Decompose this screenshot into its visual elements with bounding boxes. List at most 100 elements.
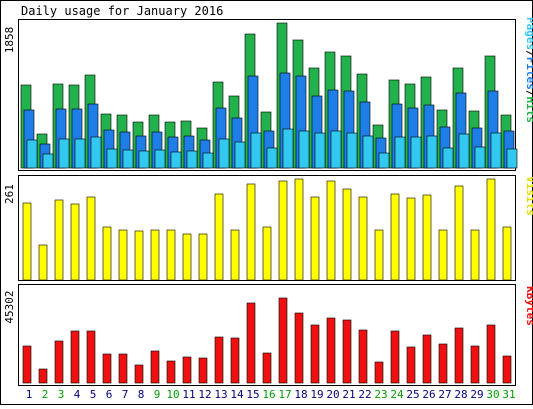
kbytes-bar-day-4 (70, 330, 80, 384)
pages-bar-day-7 (122, 149, 134, 169)
x-tick-label-day-21: 21 (342, 388, 355, 401)
pages-bar-day-6 (106, 148, 118, 169)
hits-max-label: 1858 (3, 27, 16, 54)
pages-bar-day-24 (394, 136, 406, 169)
pages-bar-day-13 (218, 138, 230, 169)
x-tick-label-day-20: 20 (326, 388, 339, 401)
x-tick-label-day-10: 10 (166, 388, 179, 401)
kbytes-bar-day-18 (294, 312, 304, 384)
visits-bar-day-24 (390, 193, 400, 281)
kbytes-bar-day-5 (86, 330, 96, 384)
pages-bar-day-14 (234, 141, 246, 169)
hits-panel-frame (18, 19, 516, 171)
kbytes-bar-day-12 (198, 357, 208, 384)
x-tick-label-day-7: 7 (122, 388, 129, 401)
pages-bar-day-30 (490, 132, 502, 169)
kbytes-bar-day-3 (54, 340, 64, 384)
visits-bar-day-3 (54, 199, 64, 281)
kbytes-bar-day-7 (118, 353, 128, 384)
pages-bar-day-1 (26, 139, 38, 169)
pages-bar-day-20 (330, 130, 342, 169)
pages-bar-day-4 (74, 138, 86, 169)
kbytes-bar-day-25 (406, 346, 416, 384)
x-tick-label-day-2: 2 (42, 388, 49, 401)
visits-bar-day-10 (166, 229, 176, 281)
pages-bar-day-28 (458, 133, 470, 169)
kbytes-bar-day-1 (22, 345, 32, 384)
pages-bar-day-31 (506, 148, 518, 169)
legend-kbytes: KBytes (524, 286, 533, 326)
pages-bar-day-3 (58, 138, 70, 169)
kbytes-bar-day-22 (358, 329, 368, 384)
pages-bar-day-2 (42, 153, 54, 169)
kbytes-bar-day-27 (438, 343, 448, 384)
pages-bar-day-27 (442, 147, 454, 169)
x-tick-label-day-28: 28 (454, 388, 467, 401)
visits-bar-day-19 (310, 196, 320, 281)
visits-bar-day-16 (262, 226, 272, 281)
kbytes-bar-day-21 (342, 319, 352, 384)
pages-bar-day-5 (90, 136, 102, 169)
kbytes-bar-day-10 (166, 360, 176, 384)
kbytes-bar-day-29 (470, 345, 480, 384)
pages-bar-day-18 (298, 130, 310, 169)
x-tick-label-day-22: 22 (358, 388, 371, 401)
visits-bar-day-13 (214, 193, 224, 281)
pages-bar-day-10 (170, 151, 182, 169)
visits-max-label: 261 (3, 184, 16, 204)
visits-bar-day-22 (358, 196, 368, 281)
pages-bar-day-15 (250, 132, 262, 169)
visits-bar-day-29 (470, 229, 480, 281)
visits-bar-day-26 (422, 194, 432, 281)
pages-bar-day-26 (426, 135, 438, 169)
visits-bar-day-15 (246, 183, 256, 281)
pages-bar-day-9 (154, 149, 166, 169)
x-tick-label-day-6: 6 (106, 388, 113, 401)
pages-bar-day-19 (314, 132, 326, 169)
x-tick-label-day-9: 9 (154, 388, 161, 401)
kbytes-bar-day-26 (422, 334, 432, 384)
pages-bar-day-16 (266, 147, 278, 169)
x-tick-label-day-18: 18 (294, 388, 307, 401)
x-tick-label-day-11: 11 (182, 388, 195, 401)
visits-bar-day-21 (342, 188, 352, 281)
kbytes-bar-day-8 (134, 364, 144, 384)
visits-bar-day-9 (150, 229, 160, 281)
visits-bar-day-12 (198, 233, 208, 281)
pages-bar-day-25 (410, 136, 422, 169)
legend-hits: Hits (524, 97, 533, 124)
x-tick-label-day-30: 30 (486, 388, 499, 401)
kbytes-bar-day-31 (502, 355, 512, 384)
x-tick-label-day-12: 12 (198, 388, 211, 401)
visits-bar-day-2 (38, 244, 48, 281)
kbytes-bar-day-11 (182, 356, 192, 384)
visits-bar-day-11 (182, 233, 192, 281)
visits-bar-day-14 (230, 229, 240, 281)
legend-visits: Visits (524, 176, 533, 216)
visits-bar-day-20 (326, 180, 336, 281)
kbytes-bar-day-30 (486, 324, 496, 384)
x-tick-label-day-14: 14 (230, 388, 244, 401)
visits-bar-day-28 (454, 185, 464, 281)
x-tick-label-day-27: 27 (438, 388, 451, 401)
legend-pages: Pages (524, 17, 533, 50)
legend-files: Files (524, 57, 533, 90)
pages-bar-day-23 (378, 152, 390, 169)
x-tick-label-day-19: 19 (310, 388, 323, 401)
visits-bar-day-6 (102, 226, 112, 281)
visits-bar-day-31 (502, 226, 512, 281)
visits-bar-day-30 (486, 178, 496, 281)
visits-bar-day-18 (294, 178, 304, 281)
visits-bar-day-4 (70, 203, 80, 281)
kbytes-bar-day-28 (454, 327, 464, 384)
x-tick-label-day-25: 25 (406, 388, 419, 401)
pages-bar-day-21 (346, 132, 358, 169)
x-tick-label-day-26: 26 (422, 388, 435, 401)
visits-bar-day-17 (278, 180, 288, 281)
kbytes-bar-day-2 (38, 368, 48, 384)
x-tick-label-day-5: 5 (90, 388, 97, 401)
visits-bar-day-8 (134, 230, 144, 281)
